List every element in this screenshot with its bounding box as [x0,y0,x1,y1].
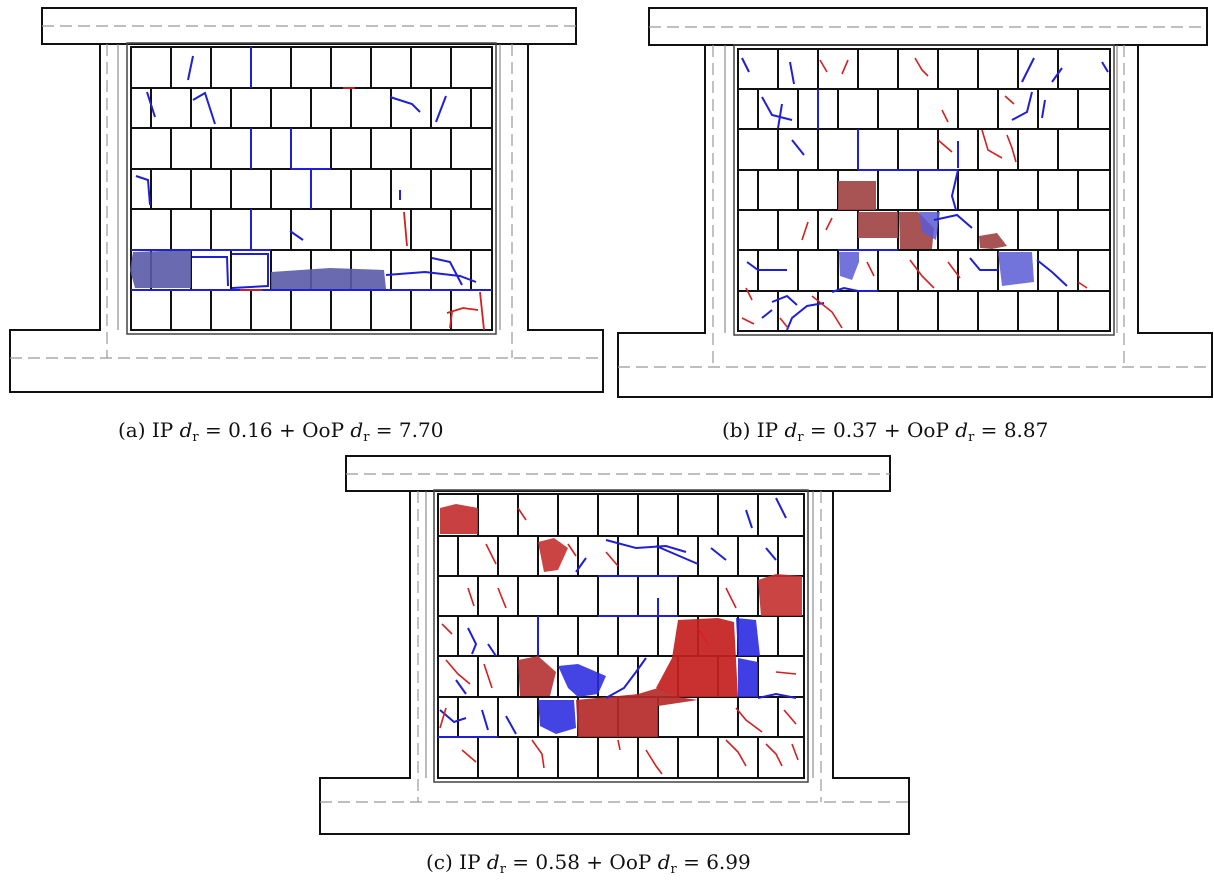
caption-b-symbol: d [784,418,798,442]
frame-centerlines [10,25,603,359]
caption-c-tag: (c) [426,850,453,874]
caption-c-symbol-2: d [657,850,671,874]
caption-b-ip-value: 0.37 [833,418,878,442]
caption-b-ip-label: IP [756,418,779,442]
caption-a-symbol: d [179,418,193,442]
caption-b-oop-label: OoP [907,418,949,442]
infill-outline [126,42,497,335]
panel-b-wall-diagram [612,0,1214,405]
panel-a-svg [9,7,604,393]
out-of-plane-damage-patches [440,504,802,737]
caption-c-subscript: r [499,862,506,877]
caption-a-tag: (a) [118,418,146,442]
infill-outline [733,44,1115,336]
caption-c-symbol: d [486,850,500,874]
caption-a-subscript-2: r [363,430,370,445]
caption-a-ip-value: 0.16 [228,418,273,442]
in-plane-cracks [741,57,1109,331]
caption-c-oop-label: OoP [609,850,652,874]
caption-a-oop-label: OoP [302,418,345,442]
caption-c-ip-value: 0.58 [535,850,580,874]
frame-centerlines [320,473,909,803]
caption-b-symbol-2: d [955,418,969,442]
panel-a-wall-diagram [0,0,615,405]
caption-a-symbol-2: d [350,418,364,442]
out-of-plane-cracks [439,507,799,775]
caption-c-oop-value: 6.99 [706,850,751,874]
infill-inner-outline [437,493,805,779]
out-of-plane-damage-patches [838,181,1007,249]
rc-frame [617,7,1213,398]
infill-outline [433,489,809,783]
panel-c-svg [319,455,910,835]
out-of-plane-cracks [741,57,1088,329]
column-lines [724,45,1118,333]
caption-b-oop-value: 8.87 [1003,418,1049,442]
caption-a-ip-label: IP [151,418,174,442]
column-lines [425,491,814,778]
panel-b-svg [617,7,1213,398]
caption-a: (a) IP dr = 0.16 + OoP dr = 7.70 [118,418,444,445]
infill-inner-outline [737,48,1111,332]
masonry-bricks [738,49,1110,331]
caption-b: (b) IP dr = 0.37 + OoP dr = 8.87 [722,418,1049,445]
caption-b-subscript-2: r [968,430,975,445]
caption-c: (c) IP dr = 0.58 + OoP dr = 6.99 [426,850,751,877]
column-lines [117,44,501,330]
out-of-plane-cracks [240,87,485,331]
in-plane-damage-patches [538,618,760,734]
in-plane-cracks [131,47,492,291]
in-plane-damage-patches [130,250,386,289]
caption-a-subscript: r [192,430,199,445]
caption-c-ip-label: IP [459,850,481,874]
caption-a-oop-value: 7.70 [398,418,444,442]
infill-inner-outline [130,46,493,331]
frame-centerlines [618,26,1212,368]
caption-c-subscript-2: r [670,862,677,877]
caption-b-tag: (b) [722,418,751,442]
panel-c-wall-diagram [306,448,920,840]
caption-b-subscript: r [797,430,804,445]
